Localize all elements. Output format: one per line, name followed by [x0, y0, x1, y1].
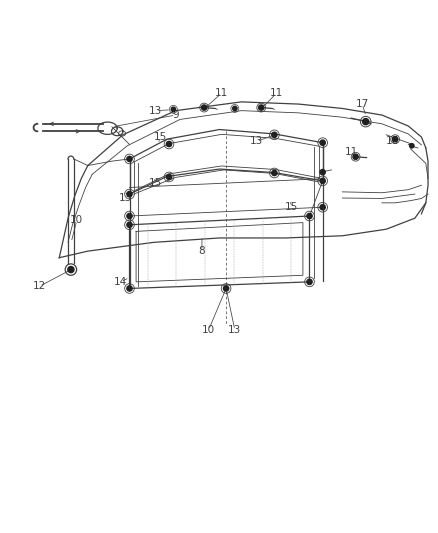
Circle shape	[127, 191, 132, 197]
Circle shape	[352, 154, 357, 159]
Text: 15: 15	[153, 132, 166, 142]
Text: 16: 16	[385, 136, 399, 147]
Text: 8: 8	[198, 246, 205, 256]
Text: 11: 11	[215, 88, 228, 98]
Circle shape	[171, 107, 175, 111]
Text: 10: 10	[70, 215, 83, 225]
Circle shape	[68, 266, 74, 273]
Circle shape	[127, 156, 132, 161]
Text: 9: 9	[172, 110, 179, 120]
Circle shape	[166, 174, 171, 180]
Text: 13: 13	[250, 136, 263, 147]
Circle shape	[392, 136, 397, 142]
Circle shape	[306, 279, 311, 285]
Text: 15: 15	[149, 178, 162, 188]
Circle shape	[362, 118, 368, 125]
Circle shape	[232, 106, 237, 111]
Text: 12: 12	[33, 281, 46, 291]
Circle shape	[319, 178, 325, 183]
Circle shape	[127, 213, 132, 219]
Circle shape	[223, 286, 228, 291]
Text: 17: 17	[355, 99, 368, 109]
Text: 14: 14	[114, 277, 127, 287]
Text: 11: 11	[344, 147, 357, 157]
Circle shape	[127, 222, 132, 228]
Circle shape	[319, 140, 325, 146]
Text: 13: 13	[149, 106, 162, 116]
Circle shape	[166, 141, 171, 147]
Circle shape	[319, 169, 325, 175]
Text: 10: 10	[201, 325, 215, 335]
Text: 13: 13	[118, 193, 131, 204]
Circle shape	[201, 105, 206, 110]
Circle shape	[271, 171, 276, 176]
Text: 11: 11	[269, 88, 283, 98]
Circle shape	[271, 132, 276, 138]
Circle shape	[409, 143, 413, 148]
Circle shape	[127, 286, 132, 291]
Circle shape	[306, 213, 311, 219]
Text: 13: 13	[228, 325, 241, 335]
Circle shape	[258, 105, 263, 110]
Circle shape	[319, 205, 325, 210]
Text: 15: 15	[285, 202, 298, 212]
